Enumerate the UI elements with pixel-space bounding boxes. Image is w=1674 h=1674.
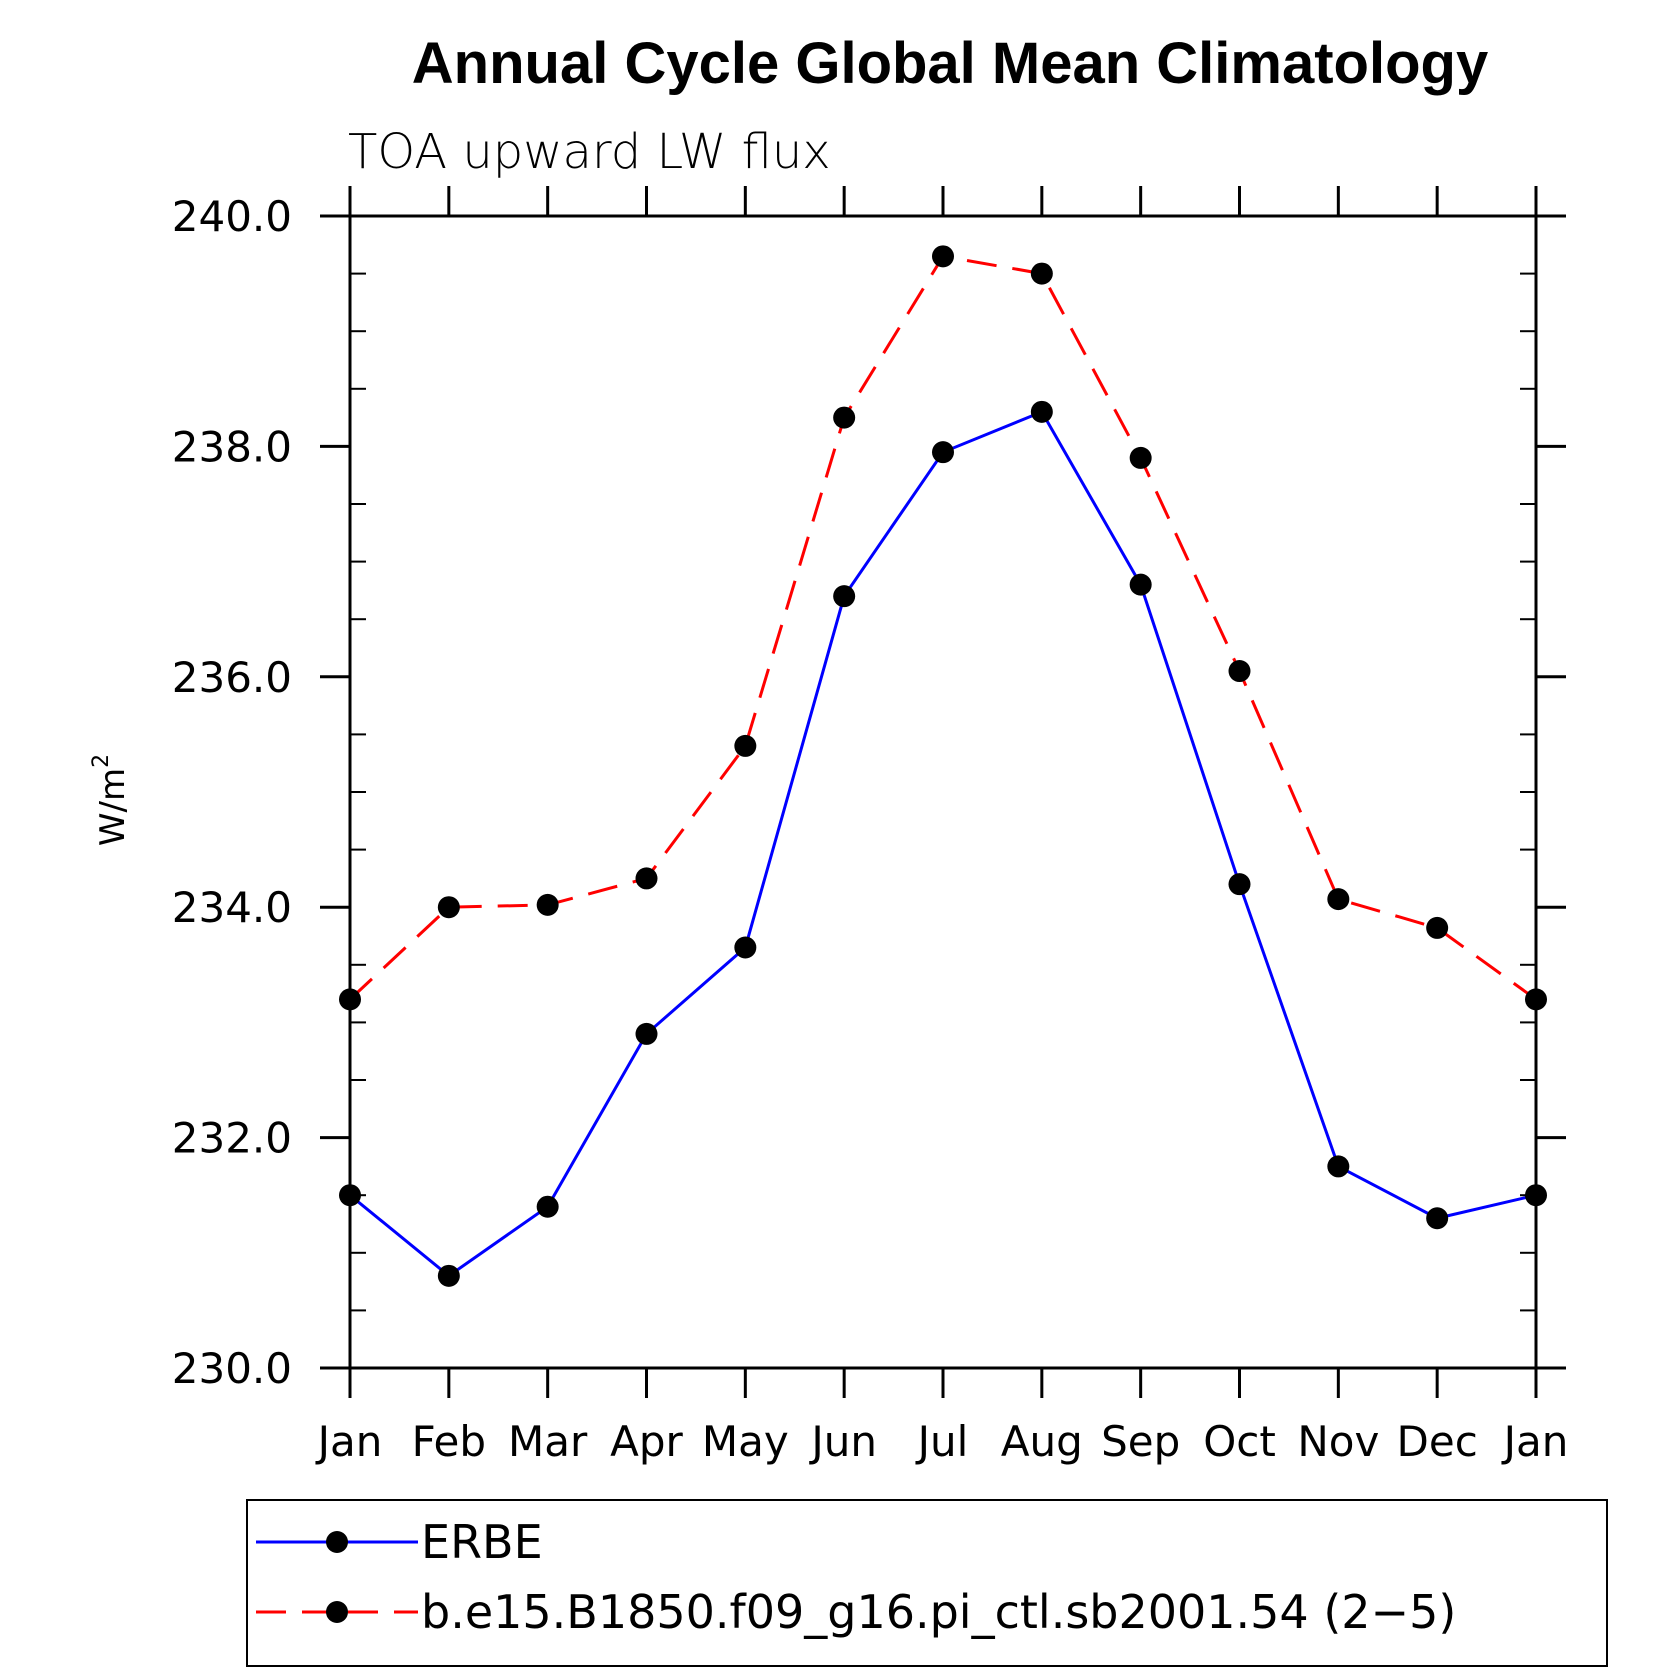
- legend-marker-2: [326, 1601, 348, 1623]
- x-tick-label: Jan: [315, 1417, 383, 1466]
- y-tick-label: 236.0: [172, 653, 292, 702]
- series-1-point: [1030, 400, 1053, 423]
- x-tick-label: Nov: [1297, 1417, 1379, 1466]
- plot-area: Jan Feb Mar Apr May Jun Jul Aug Sep Oct Nov Dec Jan 2…: [172, 186, 1569, 1466]
- series-2-point: [339, 988, 361, 1011]
- x-tick-label: Oct: [1203, 1417, 1276, 1466]
- series-2-point: [1525, 988, 1547, 1011]
- series-1-point: [932, 441, 954, 464]
- series-1-point: [833, 585, 856, 608]
- chart-subtitle: TOA upward LW flux: [348, 124, 831, 180]
- x-tick-label: Jul: [915, 1417, 969, 1466]
- x-tick-label: May: [702, 1417, 789, 1466]
- y-axis-label-superscript: 2: [89, 754, 114, 768]
- x-tick-label: Aug: [1001, 1417, 1083, 1466]
- series-1-point: [1327, 1155, 1350, 1178]
- series-2-point: [833, 406, 856, 429]
- series-1-point: [1129, 573, 1152, 596]
- series-1-point: [437, 1264, 460, 1287]
- series-2-point: [932, 245, 954, 268]
- series-1-point: [339, 1184, 361, 1207]
- y-tick-label: 230.0: [172, 1344, 292, 1393]
- x-tick-label: Feb: [412, 1417, 486, 1466]
- y-tick-label: 234.0: [172, 883, 292, 932]
- series-line-1: [349, 409, 1537, 1278]
- series-2-point: [635, 867, 658, 890]
- legend-label-1: ERBE: [421, 1515, 543, 1569]
- chart-title: Annual Cycle Global Mean Climatology: [412, 31, 1488, 96]
- plot-frame: [348, 214, 1538, 1370]
- series-1-point: [1228, 873, 1251, 896]
- x-tick-label: Jan: [1501, 1417, 1569, 1466]
- y-axis-label: W/m2: [89, 754, 133, 846]
- legend-marker-1: [326, 1531, 348, 1553]
- x-tick-label: Mar: [508, 1417, 588, 1466]
- series-2-point: [536, 893, 559, 916]
- y-tick-label: 238.0: [172, 422, 292, 471]
- y-tick-label: 240.0: [172, 192, 292, 241]
- y-tick-label: 232.0: [172, 1114, 292, 1163]
- series-2-point: [1426, 916, 1449, 939]
- x-tick-label: Sep: [1101, 1417, 1180, 1466]
- x-tick-label: Dec: [1397, 1417, 1478, 1466]
- series-1-point: [536, 1195, 559, 1218]
- series-2-point: [1129, 446, 1152, 469]
- series-2-point: [734, 734, 757, 757]
- series-line-2: [348, 254, 1537, 1001]
- series-1-point: [734, 936, 757, 959]
- y-axis-label-text: W/m: [93, 768, 133, 846]
- series-1-point: [1525, 1184, 1547, 1207]
- series-2-point: [1327, 888, 1350, 911]
- series-2-point: [1228, 660, 1251, 683]
- legend: ERBE b.e15.B1850.f09_g16.pi_ctl.sb2001.54…: [246, 1499, 1608, 1667]
- series-1-point: [635, 1022, 658, 1045]
- series-2-point: [437, 896, 460, 919]
- series-2-point: [1030, 262, 1053, 285]
- x-tick-label: Apr: [610, 1417, 683, 1466]
- series-1-point: [1426, 1207, 1449, 1230]
- legend-label-2: b.e15.B1850.f09_g16.pi_ctl.sb2001.54 (2−…: [421, 1585, 1456, 1639]
- x-tick-label: Jun: [808, 1417, 877, 1466]
- legend-box: [246, 1499, 1608, 1667]
